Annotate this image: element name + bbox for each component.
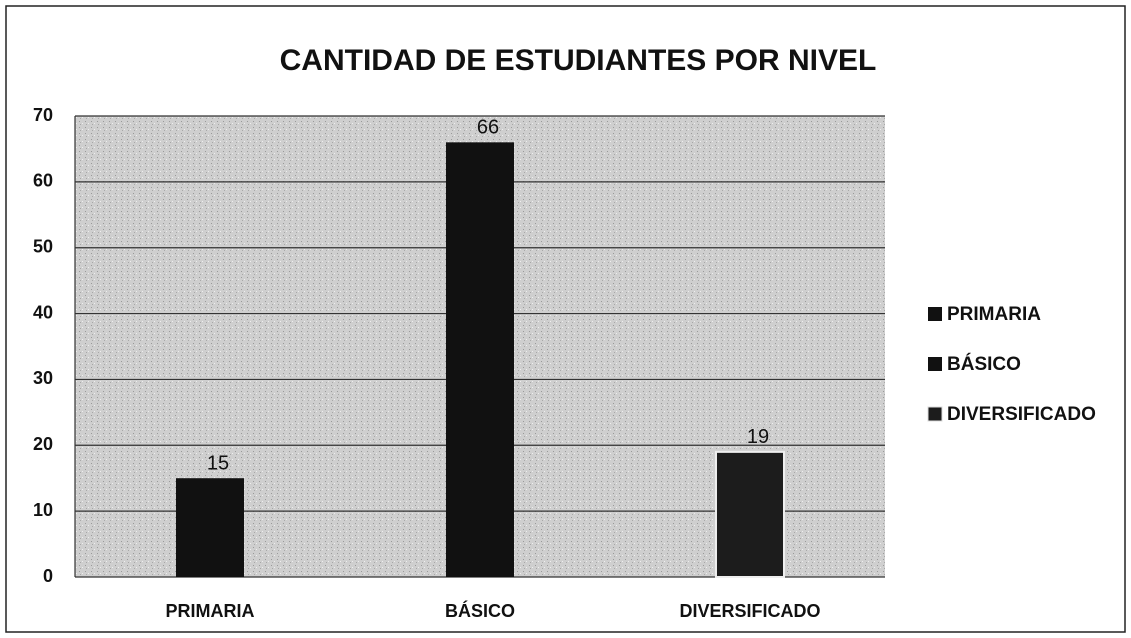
x-tick-label: DIVERSIFICADO	[679, 601, 820, 621]
legend-label: PRIMARIA	[947, 304, 1041, 325]
y-tick-label: 70	[33, 105, 53, 125]
x-tick-label: PRIMARIA	[166, 601, 255, 621]
bar	[446, 142, 514, 578]
y-tick-label: 10	[33, 500, 53, 520]
legend-swatch	[928, 307, 942, 321]
y-tick-label: 40	[33, 302, 53, 322]
legend-swatch	[928, 357, 942, 371]
legend-label: BÁSICO	[947, 353, 1021, 375]
bar	[176, 478, 244, 577]
y-tick-label: 30	[33, 368, 53, 388]
x-tick-label: BÁSICO	[445, 600, 515, 621]
data-label: 15	[207, 452, 229, 474]
legend-swatch	[927, 406, 943, 422]
y-tick-label: 50	[33, 236, 53, 256]
chart-title: CANTIDAD DE ESTUDIANTES POR NIVEL	[280, 44, 877, 77]
bar	[715, 450, 785, 578]
y-tick-label: 20	[33, 434, 53, 454]
data-label: 66	[477, 117, 499, 139]
y-tick-label: 60	[33, 171, 53, 191]
data-label: 19	[747, 426, 769, 448]
legend-label: DIVERSIFICADO	[947, 404, 1096, 425]
y-tick-label: 0	[43, 566, 53, 586]
